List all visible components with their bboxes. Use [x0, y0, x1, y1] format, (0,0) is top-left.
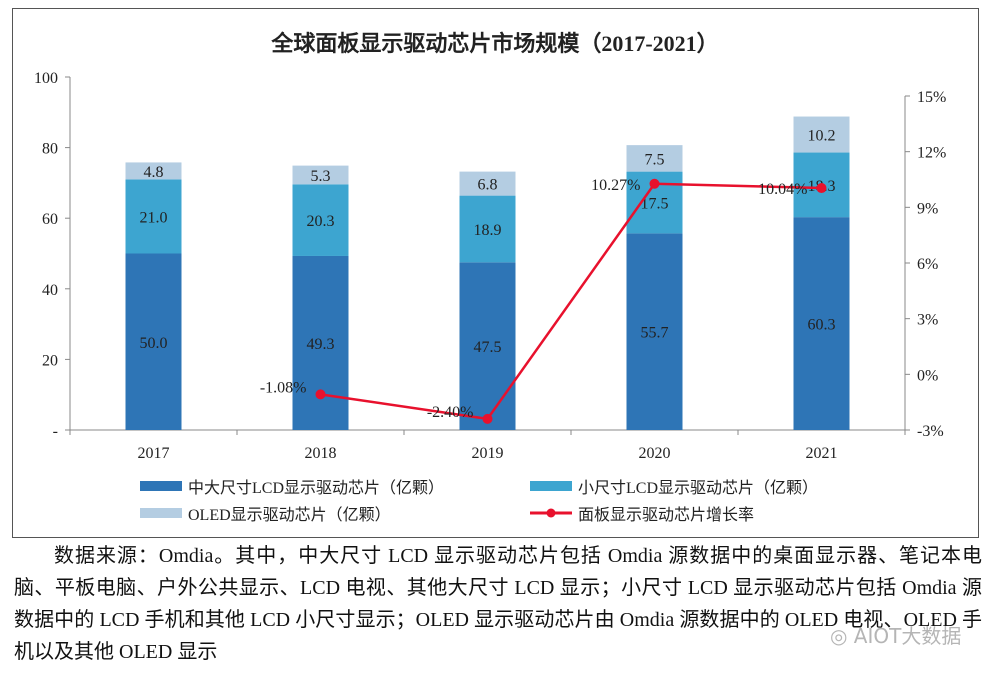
y2-tick-label: 12%: [917, 145, 946, 162]
x-tick-label: 2020: [639, 445, 671, 462]
y-tick-label: 60: [42, 211, 58, 228]
legend-label: 小尺寸LCD显示驱动芯片（亿颗）: [578, 480, 819, 497]
bar-data-label: 7.5: [645, 151, 665, 168]
x-tick-label: 2021: [806, 445, 838, 462]
legend-swatch: [140, 508, 182, 518]
y-tick-label: 20: [42, 352, 58, 369]
watermark: ◎ AIOT大数据: [830, 624, 962, 648]
growth-data-label: -2.40%: [427, 404, 474, 421]
bar-data-label: 50.0: [140, 335, 168, 352]
bar-segment: [626, 145, 683, 172]
bar-data-label: 10.2: [808, 128, 836, 145]
legend-label: 中大尺寸LCD显示驱动芯片（亿颗）: [188, 480, 445, 497]
x-tick-label: 2018: [305, 445, 337, 462]
bar-segment: [793, 217, 850, 430]
growth-point: [816, 183, 827, 194]
bar-segment: [292, 184, 349, 256]
bar-data-label: 18.9: [474, 222, 502, 239]
bar-segment: [125, 162, 182, 180]
y2-tick-label: 0%: [917, 367, 938, 384]
growth-point: [315, 389, 326, 400]
y-tick-label: -: [53, 423, 58, 440]
legend-label: 面板显示驱动芯片增长率: [578, 507, 755, 524]
x-tick-label: 2019: [472, 445, 504, 462]
bar-segment: [459, 262, 516, 430]
y2-tick-label: 15%: [917, 89, 946, 106]
bar-segment: [292, 255, 349, 430]
y2-tick-label: 3%: [917, 312, 938, 329]
growth-data-label: 10.04%: [758, 181, 807, 198]
bar-segment: [125, 179, 182, 254]
legend-swatch: [530, 481, 572, 491]
source-caption: 数据来源：Omdia。其中，中大尺寸 LCD 显示驱动芯片包括 Omdia 源数…: [14, 545, 982, 663]
y-tick-label: 40: [42, 282, 58, 299]
bar-segment: [793, 116, 850, 153]
growth-data-label: -1.08%: [260, 379, 307, 396]
bar-data-label: 49.3: [307, 336, 335, 353]
chart-plot: - 20 40 60 80 100 -3% 0% 3% 6% 9% 12% 15% 2017 2018 201…: [34, 70, 946, 462]
bar-segment: [292, 165, 349, 185]
growth-point: [649, 178, 660, 189]
bar-segment: [459, 171, 516, 196]
bar-data-label: 6.8: [478, 177, 498, 194]
growth-point: [482, 413, 493, 424]
growth-line: [320, 182, 822, 421]
y2-tick-label: -3%: [917, 423, 944, 440]
bar-data-label: 21.0: [140, 209, 168, 226]
bar-data-label: 47.5: [474, 339, 502, 356]
legend-item-small-lcd: 小尺寸LCD显示驱动芯片（亿颗）: [530, 474, 818, 498]
legend-swatch: [140, 481, 182, 491]
legend-item-oled: OLED显示驱动芯片（亿颗）: [140, 501, 391, 525]
chart-title: 全球面板显示驱动芯片市场规模（2017-2021）: [271, 31, 719, 56]
bar-data-label: 5.3: [311, 168, 331, 185]
bar-data-label: 20.3: [307, 213, 335, 230]
y-tick-label: 100: [34, 70, 58, 87]
legend-label: OLED显示驱动芯片（亿颗）: [188, 507, 391, 524]
x-tick-label: 2017: [138, 445, 170, 462]
chart-frame: [12, 8, 979, 538]
bar-segment: [459, 195, 516, 263]
bar-segment: [626, 233, 683, 430]
legend-item-growth: 面板显示驱动芯片增长率: [530, 501, 754, 525]
bar-data-label: 55.7: [641, 325, 669, 342]
bar-data-label: 4.8: [144, 164, 164, 181]
legend-line-marker: [530, 508, 572, 518]
legend-item-large-lcd: 中大尺寸LCD显示驱动芯片（亿颗）: [140, 474, 444, 498]
bar-data-label: 60.3: [808, 317, 836, 334]
bar-segment: [125, 253, 182, 430]
growth-data-label: 10.27%: [591, 177, 640, 194]
y2-tick-label: 6%: [917, 256, 938, 273]
y2-tick-label: 9%: [917, 200, 938, 217]
y-tick-label: 80: [42, 141, 58, 158]
bar-data-label: 17.5: [641, 195, 669, 212]
